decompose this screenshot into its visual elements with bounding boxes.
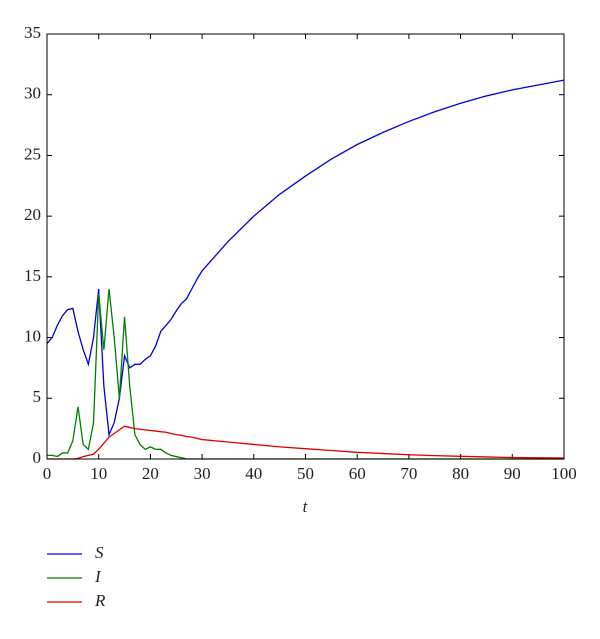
x-tick-label: 30 bbox=[194, 464, 211, 483]
series-line bbox=[47, 425, 565, 460]
legend-label: I bbox=[94, 567, 102, 586]
x-tick-label: 70 bbox=[400, 464, 417, 483]
x-tick-label: 40 bbox=[245, 464, 262, 483]
x-tick-label: 10 bbox=[90, 464, 107, 483]
y-tick-label: 35 bbox=[24, 23, 41, 42]
x-axis-label: t bbox=[303, 497, 309, 516]
y-tick-label: 0 bbox=[33, 448, 42, 467]
legend-label: S bbox=[95, 543, 104, 562]
x-tick-label: 90 bbox=[504, 464, 521, 483]
x-tick-label: 0 bbox=[43, 464, 52, 483]
x-tick-label: 20 bbox=[142, 464, 159, 483]
series-line bbox=[47, 288, 564, 460]
y-tick-label: 10 bbox=[24, 326, 41, 345]
y-tick-label: 30 bbox=[24, 84, 41, 103]
x-tick-label: 60 bbox=[349, 464, 366, 483]
y-tick-label: 5 bbox=[33, 387, 42, 406]
y-tick-label: 25 bbox=[24, 144, 41, 163]
x-tick-label: 100 bbox=[551, 464, 577, 483]
legend-label: R bbox=[94, 591, 106, 610]
plot-frame bbox=[46, 33, 565, 460]
x-tick-label: 50 bbox=[297, 464, 314, 483]
series-line bbox=[46, 79, 565, 438]
y-tick-label: 20 bbox=[24, 205, 41, 224]
y-tick-label: 15 bbox=[24, 266, 41, 285]
x-tick-label: 80 bbox=[452, 464, 469, 483]
